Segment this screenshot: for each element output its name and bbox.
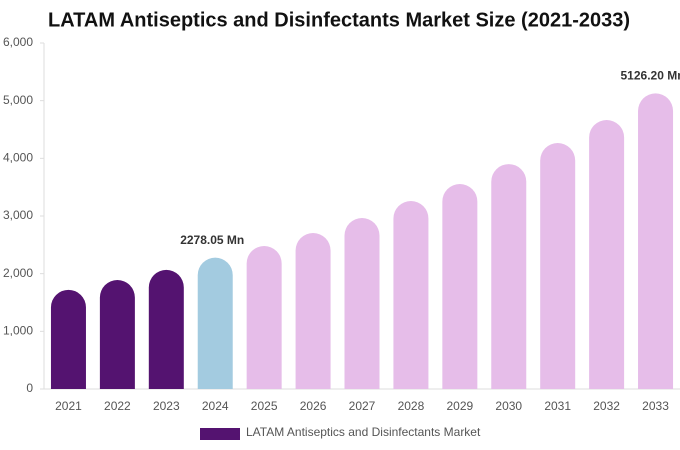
bar [638,93,674,389]
x-tick-label: 2026 [300,399,327,413]
x-tick-label: 2030 [495,399,522,413]
y-tick-label: 5,000 [3,93,33,107]
bar [393,201,429,389]
x-tick-label: 2022 [104,399,131,413]
x-tick-label: 2027 [349,399,376,413]
y-tick-label: 2,000 [3,266,33,280]
bar [344,218,380,389]
y-tick-label: 4,000 [3,151,33,165]
bar [491,164,527,389]
legend-label: LATAM Antiseptics and Disinfectants Mark… [246,425,481,439]
y-tick-label: 1,000 [3,324,33,338]
x-tick-label: 2021 [55,399,82,413]
legend-swatch [200,428,240,440]
data-label: 5126.20 Mn [621,69,680,83]
x-tick-label: 2029 [446,399,473,413]
x-tick-label: 2032 [593,399,620,413]
bar [442,183,478,389]
bar [295,233,331,389]
chart-title: LATAM Antiseptics and Disinfectants Mark… [48,9,630,31]
data-label: 2278.05 Mn [180,233,244,247]
bar [148,269,184,389]
x-tick-label: 2028 [398,399,425,413]
x-tick-label: 2025 [251,399,278,413]
bar [246,245,282,389]
bar [99,280,135,389]
x-tick-label: 2031 [544,399,571,413]
bar [589,119,625,390]
y-tick-label: 3,000 [3,208,33,222]
y-tick-label: 6,000 [3,35,33,49]
y-tick-label: 0 [26,381,33,395]
x-tick-label: 2023 [153,399,180,413]
bar [540,143,576,389]
x-tick-label: 2033 [642,399,669,413]
bar [50,289,86,389]
bar [197,257,233,389]
x-tick-label: 2024 [202,399,229,413]
